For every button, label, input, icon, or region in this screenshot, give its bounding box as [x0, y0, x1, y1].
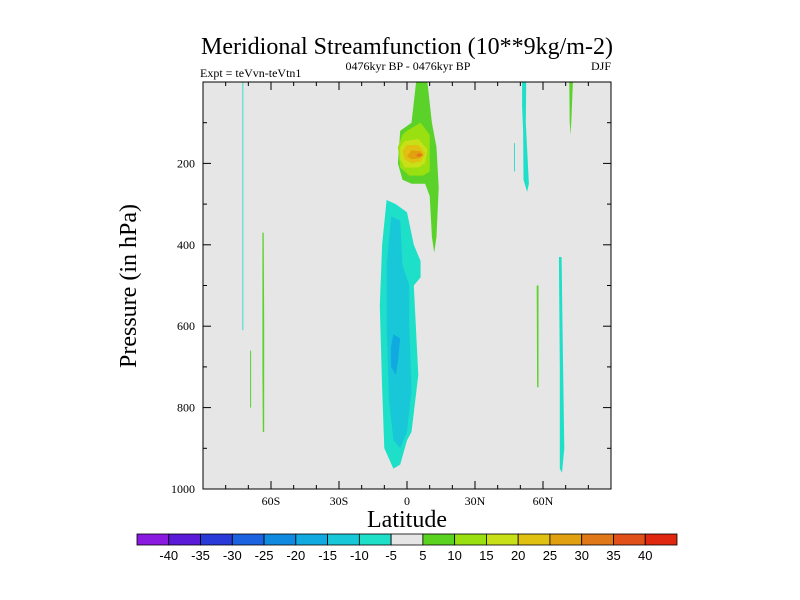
colorbar-label: -20 [286, 548, 305, 563]
subtitle-center: 0476kyr BP - 0476kyr BP [346, 59, 471, 73]
x-tick-label: 30S [330, 494, 349, 508]
y-tick-label: 800 [177, 401, 195, 415]
contour-region-12 [522, 82, 529, 192]
colorbar-swatch-4 [263, 533, 297, 546]
contour-region-5 [416, 153, 423, 157]
subtitle-right: DJF [591, 59, 611, 73]
colorbar-label: 40 [638, 548, 652, 563]
colorbar-swatch-5 [295, 533, 328, 546]
contour-fill-layer [242, 82, 573, 473]
colorbar-label: 15 [479, 548, 493, 563]
x-tick-label: 0 [404, 494, 410, 508]
contour-region-10 [262, 232, 265, 432]
colorbar-swatch-0 [136, 533, 170, 546]
colorbar-label: 10 [447, 548, 461, 563]
colorbar: -40 -35 -30 -25 -20 -15 -10 -5 5 10 15 20 25 30 35 40 [136, 533, 678, 563]
colorbar-label: -10 [350, 548, 369, 563]
x-axis-label: Latitude [367, 507, 447, 533]
colorbar-label: -15 [318, 548, 337, 563]
colorbar-swatch-14 [581, 533, 614, 546]
colorbar-label: -30 [223, 548, 242, 563]
x-tick-label: 60S [262, 494, 281, 508]
y-tick-label: 1000 [171, 482, 195, 496]
contour-region-13 [514, 143, 515, 172]
subtitle-left: Expt = teVvn-teVtn1 [200, 66, 301, 80]
contour-region-9 [242, 82, 244, 331]
contour-region-4 [407, 150, 423, 160]
colorbar-label: 30 [574, 548, 588, 563]
chart-title: Meridional Streamfunction (10**9kg/m-2) [201, 34, 613, 60]
colorbar-label: 5 [419, 548, 426, 563]
colorbar-swatch-6 [327, 533, 360, 546]
contour-region-8 [391, 334, 401, 375]
colorbar-swatch-12 [517, 533, 551, 546]
colorbar-label: -40 [159, 548, 178, 563]
colorbar-label: -35 [191, 548, 210, 563]
colorbar-swatch-10 [454, 533, 487, 546]
colorbar-label: -25 [255, 548, 274, 563]
colorbar-swatch-3 [231, 533, 265, 546]
y-axis-label: Pressure (in hPa) [116, 204, 142, 368]
x-tick-label: 60N [533, 494, 554, 508]
contour-region-7 [386, 216, 412, 449]
axis-ticks: 60S 30S 0 30N 60N 200 400 600 800 1000 [171, 82, 611, 508]
y-tick-label: 600 [177, 319, 195, 333]
y-tick-label: 400 [177, 238, 195, 252]
colorbar-label: -5 [385, 548, 397, 563]
colorbar-swatch-15 [613, 533, 646, 546]
colorbar-label: 35 [606, 548, 620, 563]
colorbar-swatch-16 [644, 533, 678, 546]
contour-region-15 [569, 82, 573, 135]
colorbar-label: 25 [543, 548, 557, 563]
colorbar-swatch-9 [422, 533, 456, 546]
contour-region-14 [536, 285, 539, 388]
x-tick-label: 30N [465, 494, 486, 508]
contour-region-16 [558, 257, 565, 473]
colorbar-label: 20 [511, 548, 525, 563]
y-tick-label: 200 [177, 156, 195, 170]
contour-region-11 [250, 350, 252, 408]
colorbar-swatch-11 [486, 533, 519, 546]
colorbar-swatch-8 [390, 533, 424, 546]
colorbar-swatch-2 [200, 533, 233, 546]
colorbar-swatch-1 [168, 533, 201, 546]
colorbar-swatch-7 [358, 533, 392, 546]
colorbar-swatch-13 [549, 533, 583, 546]
